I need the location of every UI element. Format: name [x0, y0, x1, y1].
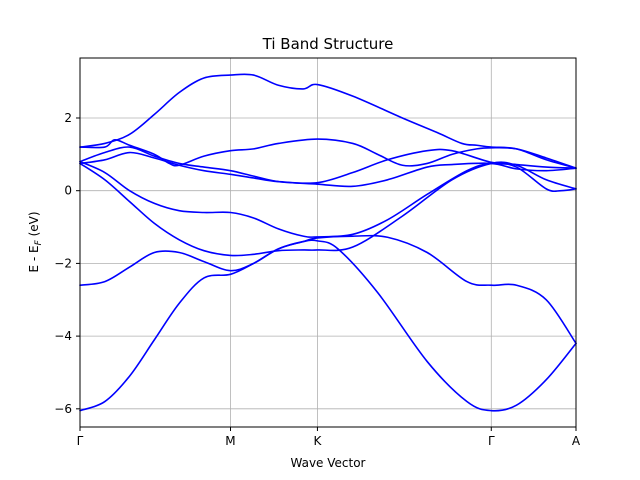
- band-lines: [79, 73, 577, 412]
- y-axis-ticks: −6 −4 −2 0 2: [54, 111, 80, 416]
- y-axis-label: E - EF (eV): [27, 211, 44, 272]
- band-line-3: [79, 161, 577, 257]
- plot-frame: [79, 57, 577, 428]
- x-tick-label: M: [225, 434, 235, 448]
- band-line-1: [79, 239, 577, 412]
- y-tick-label: −6: [54, 402, 72, 416]
- x-axis-label: Wave Vector: [291, 456, 366, 470]
- x-tick-label: A: [572, 434, 581, 448]
- x-tick-label: Γ: [488, 434, 495, 448]
- band-line-4: [79, 160, 577, 238]
- band-line-2: [79, 234, 577, 345]
- y-tick-label: 2: [64, 111, 72, 125]
- y-axis-label-sub: F: [34, 239, 44, 245]
- y-tick-label: −4: [54, 329, 72, 343]
- x-tick-label: K: [313, 434, 322, 448]
- y-tick-label: 0: [64, 184, 72, 198]
- y-axis-label-unit: (eV): [27, 211, 41, 240]
- y-tick-label: −2: [54, 256, 72, 270]
- band-line-7: [79, 138, 577, 169]
- x-tick-label: Γ: [77, 434, 84, 448]
- band-line-6: [79, 146, 577, 188]
- chart-title: Ti Band Structure: [262, 35, 394, 53]
- band-line-8: [79, 73, 577, 169]
- y-axis-label-main: E - E: [27, 245, 41, 272]
